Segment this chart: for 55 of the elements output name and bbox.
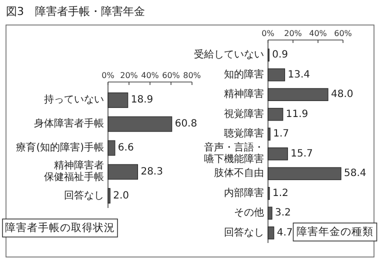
x-tick-label: 60% bbox=[334, 29, 352, 38]
y-tick-label: 内部障害 bbox=[224, 186, 264, 199]
x-tick-label: 40% bbox=[141, 71, 160, 80]
text: 障害年金の種類 bbox=[296, 225, 374, 238]
bar bbox=[268, 68, 286, 82]
chart-title: 図3 障害者手帳・障害年金 bbox=[6, 5, 145, 18]
y-tick-label: 視覚障害 bbox=[224, 108, 264, 120]
bar bbox=[268, 88, 328, 102]
data-label: 28.3 bbox=[140, 166, 163, 178]
data-label: 60.8 bbox=[174, 118, 198, 130]
data-label: 1.7 bbox=[273, 128, 290, 140]
data-label: 48.0 bbox=[331, 89, 354, 100]
bar bbox=[108, 164, 138, 180]
data-label: 18.9 bbox=[130, 94, 154, 106]
bar bbox=[108, 116, 172, 132]
data-label: 3.2 bbox=[275, 208, 291, 219]
bar bbox=[108, 140, 116, 156]
bar bbox=[108, 92, 128, 108]
y-tick-label: 回答なし bbox=[224, 226, 264, 238]
data-label: 6.6 bbox=[118, 142, 134, 154]
y-tick-label: 身体障害者手帳 bbox=[34, 118, 104, 130]
y-tick-label: 知的障害 bbox=[224, 68, 264, 80]
x-tick-label: 20% bbox=[284, 29, 302, 38]
bar bbox=[268, 147, 288, 160]
data-label: 15.7 bbox=[290, 148, 313, 160]
y-tick-label: 音声・言語・嚥下機能障害 bbox=[204, 142, 264, 166]
bar bbox=[268, 128, 270, 141]
x-tick-label: 20% bbox=[120, 71, 138, 80]
bar bbox=[268, 206, 272, 220]
y-tick-label: 肢体不自由 bbox=[214, 167, 264, 180]
y-tick-label: 精神障害者保健福祉手帳 bbox=[44, 160, 104, 184]
y-tick-label: 回答なし bbox=[64, 189, 104, 202]
x-tick-label: 0% bbox=[102, 71, 115, 80]
data-label: 0.9 bbox=[272, 50, 288, 61]
y-tick-label: 持っていない bbox=[44, 94, 104, 106]
y-tick-label: 受給していない bbox=[194, 48, 264, 61]
y-tick-label: 精神障害 bbox=[224, 88, 264, 100]
y-tick-label: 聴覚障害 bbox=[224, 128, 264, 140]
text: 障害者手帳の取得状況 bbox=[5, 221, 115, 234]
data-label: 1.2 bbox=[272, 188, 288, 199]
y-tick-label: 療育(知的障害)手帳 bbox=[16, 142, 104, 154]
data-label: 4.7 bbox=[276, 227, 293, 238]
data-label: 58.4 bbox=[344, 168, 366, 180]
bar bbox=[268, 108, 284, 121]
data-label: 2.0 bbox=[113, 190, 130, 202]
x-tick-label: 0% bbox=[262, 29, 275, 38]
y-tick-label: その他 bbox=[234, 206, 264, 219]
x-tick-label: 40% bbox=[309, 29, 328, 38]
x-tick-label: 80% bbox=[183, 71, 202, 80]
bar bbox=[268, 226, 274, 240]
bar bbox=[268, 167, 342, 180]
bar bbox=[108, 188, 110, 204]
x-tick-label: 60% bbox=[162, 71, 180, 80]
data-label: 11.9 bbox=[286, 108, 308, 120]
data-label: 13.4 bbox=[288, 69, 310, 80]
